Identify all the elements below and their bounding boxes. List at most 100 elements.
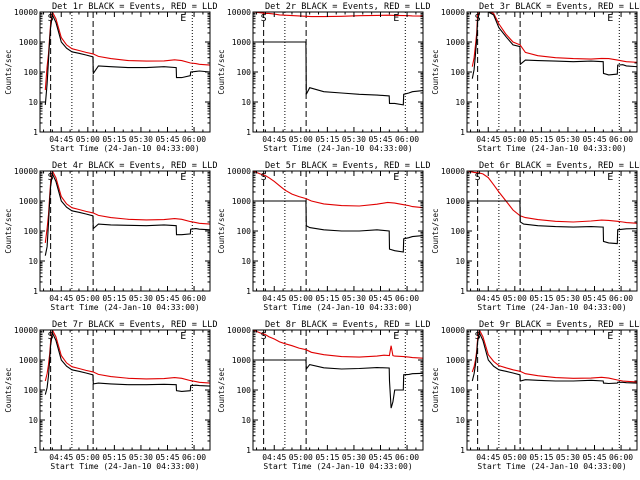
- x-tick-label: 04:45: [262, 294, 286, 303]
- x-tick-label: 06:00: [395, 453, 419, 462]
- series-line-lld: [467, 171, 637, 224]
- x-tick-label: 05:45: [368, 453, 392, 462]
- panel-title: Det 1r BLACK = Events, RED = LLD: [52, 2, 218, 12]
- y-axis-label: Counts/sec: [217, 49, 226, 94]
- x-tick-label: 05:00: [289, 453, 313, 462]
- y-tick-label: 1000: [232, 197, 251, 206]
- x-tick-label: 05:30: [129, 294, 153, 303]
- y-tick-label: 1000: [446, 197, 465, 206]
- y-tick-label: 1: [246, 287, 251, 296]
- plot-frame: [39, 170, 211, 292]
- x-tick-label: 05:15: [529, 294, 553, 303]
- y-tick-label: 100: [451, 386, 466, 395]
- start-marker-label: S: [48, 13, 54, 24]
- series-line-events: [253, 41, 423, 106]
- x-axis-label: Start Time (24-Jan-10 04:33:00): [477, 144, 626, 153]
- panel-title: Det 6r BLACK = Events, RED = LLD: [479, 161, 640, 171]
- y-axis-label: Counts/sec: [217, 367, 226, 412]
- y-tick-label: 10000: [14, 326, 38, 335]
- x-tick-label: 06:00: [182, 294, 206, 303]
- series-line-events: [253, 200, 423, 253]
- series-line-events: [471, 12, 637, 79]
- start-marker-label: S: [475, 172, 481, 183]
- y-tick-label: 10: [28, 98, 38, 107]
- x-tick-label: 05:30: [556, 135, 580, 144]
- x-tick-label: 05:00: [76, 453, 100, 462]
- x-tick-label: 04:45: [476, 294, 500, 303]
- y-tick-label: 10000: [441, 326, 465, 335]
- end-marker-label: E: [393, 331, 399, 342]
- y-tick-label: 100: [451, 227, 466, 236]
- y-tick-label: 10: [455, 416, 465, 425]
- y-tick-label: 1: [246, 128, 251, 137]
- x-tick-label: 05:30: [129, 453, 153, 462]
- x-axis-label: Start Time (24-Jan-10 04:33:00): [477, 303, 626, 312]
- start-marker-label: S: [48, 172, 54, 183]
- end-marker-label: E: [607, 331, 613, 342]
- series-line-events: [44, 12, 210, 105]
- y-axis-label: Counts/sec: [4, 208, 13, 253]
- x-tick-label: 06:00: [182, 135, 206, 144]
- end-marker-label: E: [180, 331, 186, 342]
- y-tick-label: 1000: [446, 356, 465, 365]
- start-marker-label: S: [475, 331, 481, 342]
- x-tick-label: 04:45: [476, 135, 500, 144]
- end-marker-label: E: [393, 13, 399, 24]
- plot-frame: [466, 11, 638, 133]
- x-tick-label: 06:00: [395, 135, 419, 144]
- x-tick-label: 05:00: [503, 135, 527, 144]
- start-marker-label: S: [261, 172, 267, 183]
- y-tick-label: 10000: [227, 8, 251, 17]
- x-tick-label: 05:00: [503, 453, 527, 462]
- series-line-lld: [253, 12, 423, 18]
- x-tick-label: 05:30: [556, 453, 580, 462]
- y-tick-label: 1000: [19, 38, 38, 47]
- x-tick-label: 05:45: [368, 135, 392, 144]
- x-tick-label: 05:15: [102, 135, 126, 144]
- y-tick-label: 10000: [441, 8, 465, 17]
- x-tick-label: 06:00: [609, 135, 633, 144]
- y-tick-label: 1000: [232, 38, 251, 47]
- series-line-lld: [253, 171, 423, 209]
- series-line-lld: [471, 12, 637, 67]
- x-tick-label: 05:30: [342, 135, 366, 144]
- x-tick-label: 04:45: [262, 135, 286, 144]
- x-tick-label: 06:00: [395, 294, 419, 303]
- panel-title: Det 8r BLACK = Events, RED = LLD: [265, 320, 431, 330]
- x-tick-label: 05:30: [342, 294, 366, 303]
- end-marker-label: E: [180, 172, 186, 183]
- x-tick-label: 05:45: [155, 135, 179, 144]
- x-tick-label: 05:00: [289, 294, 313, 303]
- start-marker-label: S: [48, 331, 54, 342]
- y-tick-label: 1: [33, 446, 38, 455]
- x-tick-label: 05:45: [155, 294, 179, 303]
- panel-title: Det 5r BLACK = Events, RED = LLD: [265, 161, 431, 171]
- x-axis-label: Start Time (24-Jan-10 04:33:00): [477, 462, 626, 471]
- x-axis-label: Start Time (24-Jan-10 04:33:00): [263, 462, 412, 471]
- y-tick-label: 100: [24, 227, 39, 236]
- end-marker-label: E: [607, 172, 613, 183]
- y-tick-label: 10: [28, 416, 38, 425]
- y-tick-label: 100: [24, 386, 39, 395]
- plot-frame: [466, 329, 638, 451]
- series-line-events: [471, 331, 637, 385]
- end-marker-label: E: [180, 13, 186, 24]
- end-marker-label: E: [393, 172, 399, 183]
- x-tick-label: 05:15: [315, 453, 339, 462]
- y-tick-label: 10000: [14, 8, 38, 17]
- y-tick-label: 10000: [441, 167, 465, 176]
- x-tick-label: 05:15: [315, 135, 339, 144]
- x-axis-label: Start Time (24-Jan-10 04:33:00): [50, 144, 199, 153]
- x-tick-label: 06:00: [609, 294, 633, 303]
- y-axis-label: Counts/sec: [431, 49, 440, 94]
- x-tick-label: 04:45: [49, 294, 73, 303]
- y-axis-label: Counts/sec: [431, 367, 440, 412]
- panel-title: Det 4r BLACK = Events, RED = LLD: [52, 161, 218, 171]
- y-tick-label: 1: [460, 128, 465, 137]
